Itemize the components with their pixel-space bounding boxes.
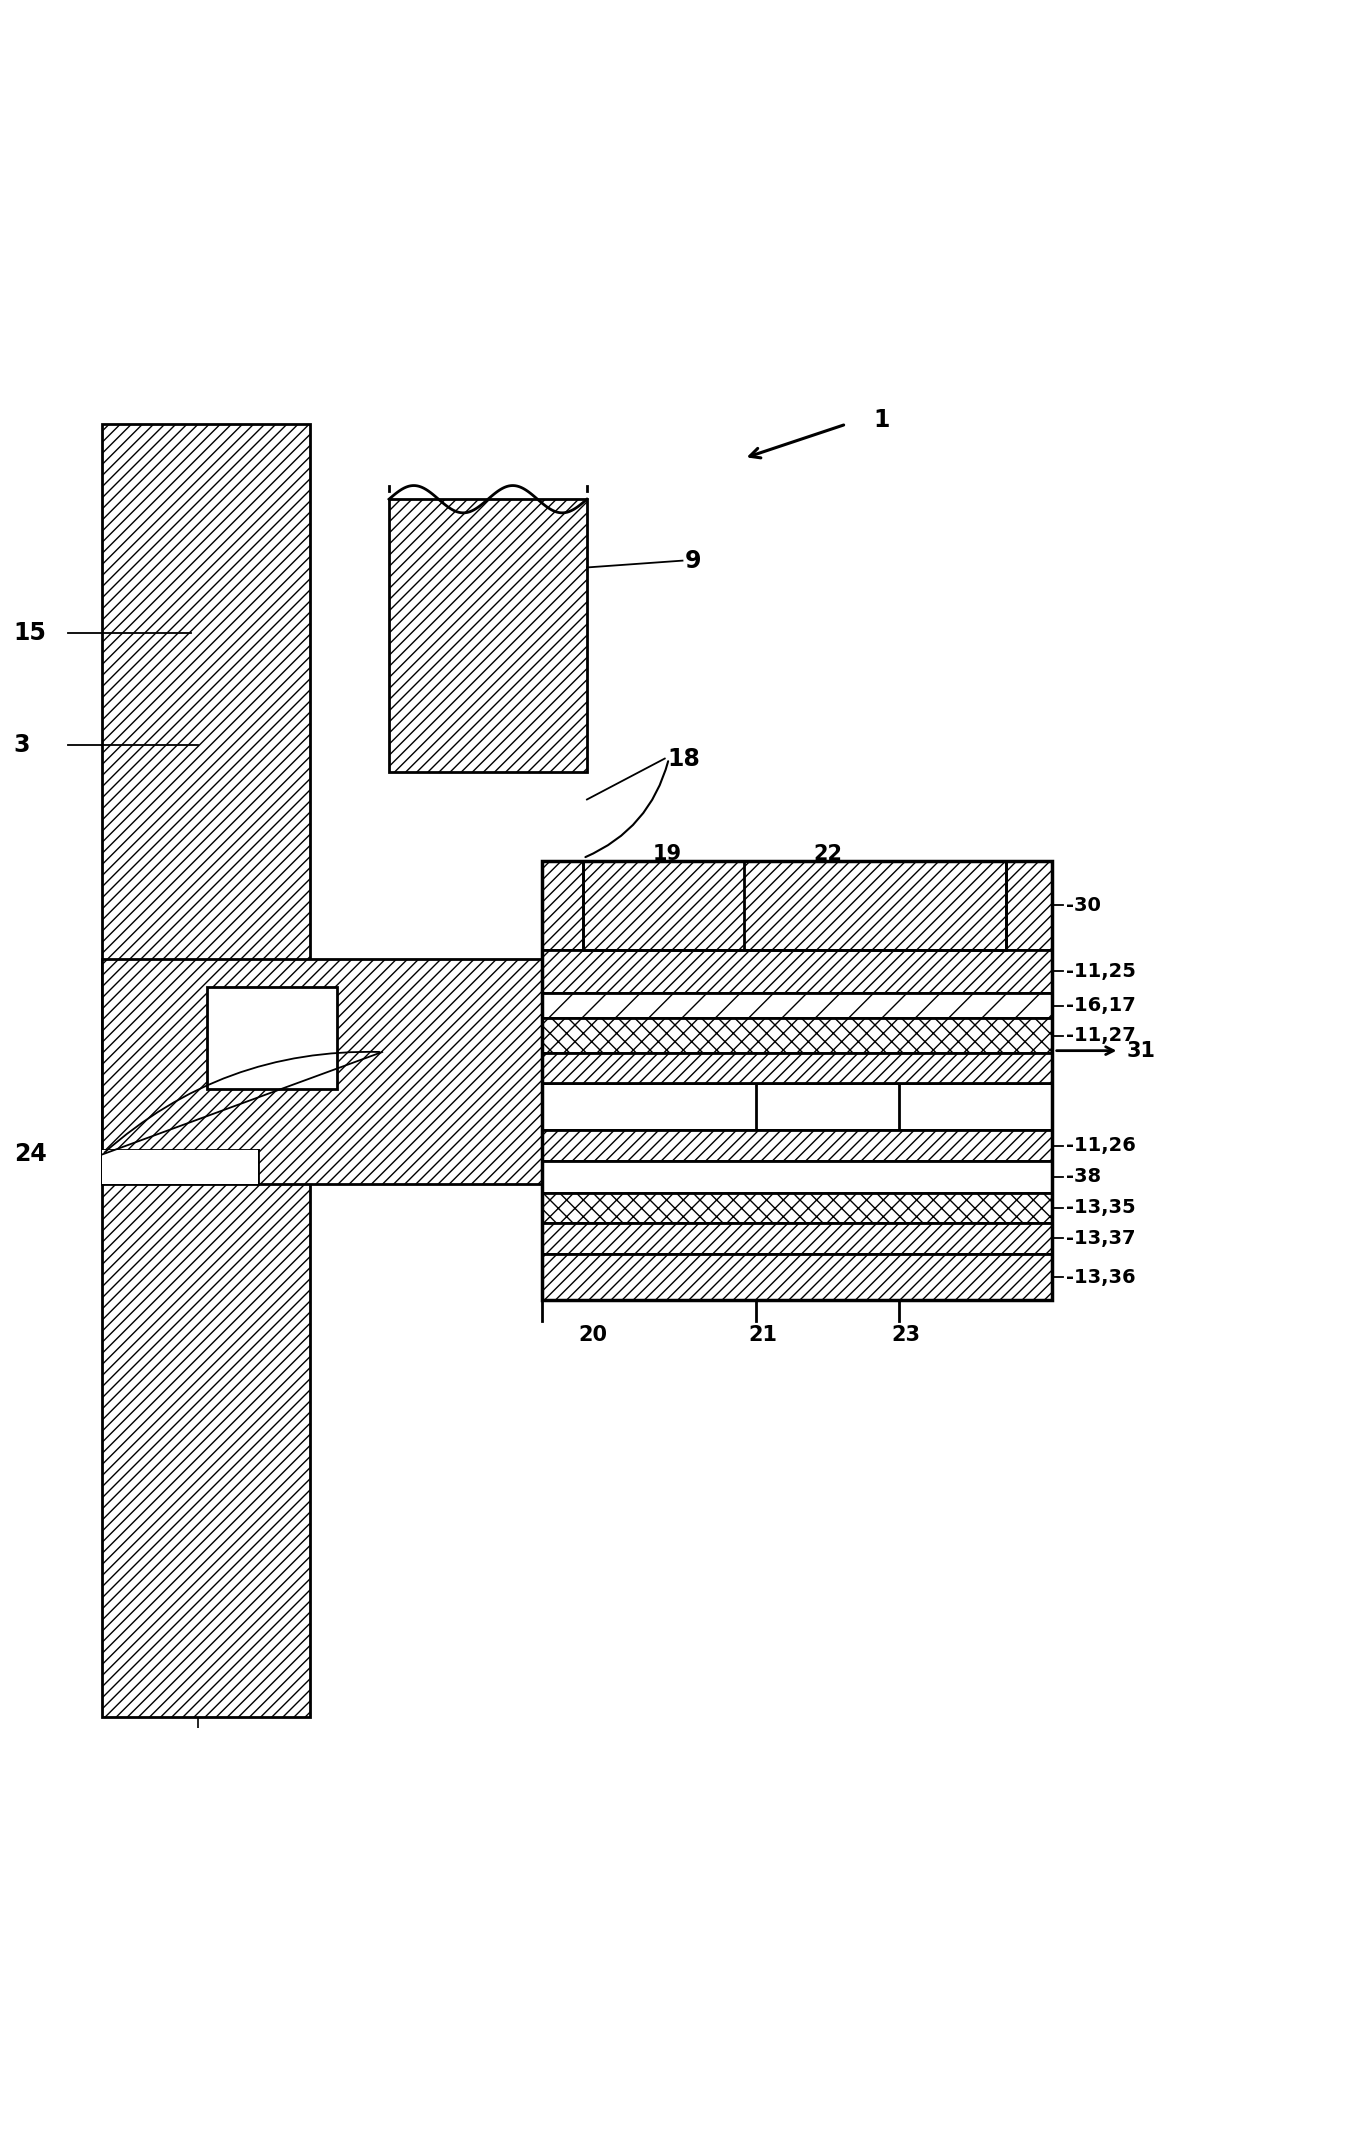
Bar	[542, 1019, 1052, 1053]
Bar	[583, 860, 1006, 950]
Bar	[207, 987, 337, 1090]
Bar	[542, 860, 1052, 1300]
Text: 22: 22	[814, 845, 842, 864]
Text: -13,36: -13,36	[1066, 1268, 1136, 1287]
Bar	[542, 1223, 1052, 1255]
Bar	[542, 1083, 1052, 1130]
Text: -38: -38	[1066, 1167, 1102, 1186]
Bar	[542, 1255, 1052, 1300]
Bar	[102, 425, 310, 1716]
Text: 1: 1	[874, 408, 890, 431]
Text: -11,27: -11,27	[1066, 1025, 1136, 1045]
Text: 31: 31	[1126, 1040, 1155, 1060]
Bar	[542, 950, 1052, 993]
Text: -13,35: -13,35	[1066, 1199, 1136, 1216]
Text: 21: 21	[748, 1326, 778, 1345]
Bar	[542, 1130, 1052, 1160]
Text: -16,17: -16,17	[1066, 995, 1136, 1015]
Text: 15: 15	[14, 620, 46, 646]
Bar	[102, 959, 692, 1184]
Bar	[542, 1053, 1052, 1083]
Text: -13,37: -13,37	[1066, 1229, 1136, 1248]
Text: 9: 9	[685, 549, 702, 573]
Text: -11,26: -11,26	[1066, 1137, 1136, 1154]
Bar	[583, 860, 1006, 950]
Bar	[102, 1150, 258, 1184]
Text: 20: 20	[579, 1326, 607, 1345]
Bar	[542, 1193, 1052, 1223]
Text: -11,25: -11,25	[1066, 961, 1136, 980]
Bar	[542, 993, 1052, 1019]
Text: 24: 24	[14, 1143, 46, 1167]
Text: 23: 23	[891, 1326, 920, 1345]
Bar	[542, 1160, 1052, 1193]
Text: 19: 19	[652, 845, 682, 864]
Text: 18: 18	[667, 746, 700, 770]
Bar	[389, 500, 587, 772]
Text: 3: 3	[14, 734, 30, 757]
Text: -30: -30	[1066, 897, 1102, 914]
Bar	[542, 860, 1052, 1300]
